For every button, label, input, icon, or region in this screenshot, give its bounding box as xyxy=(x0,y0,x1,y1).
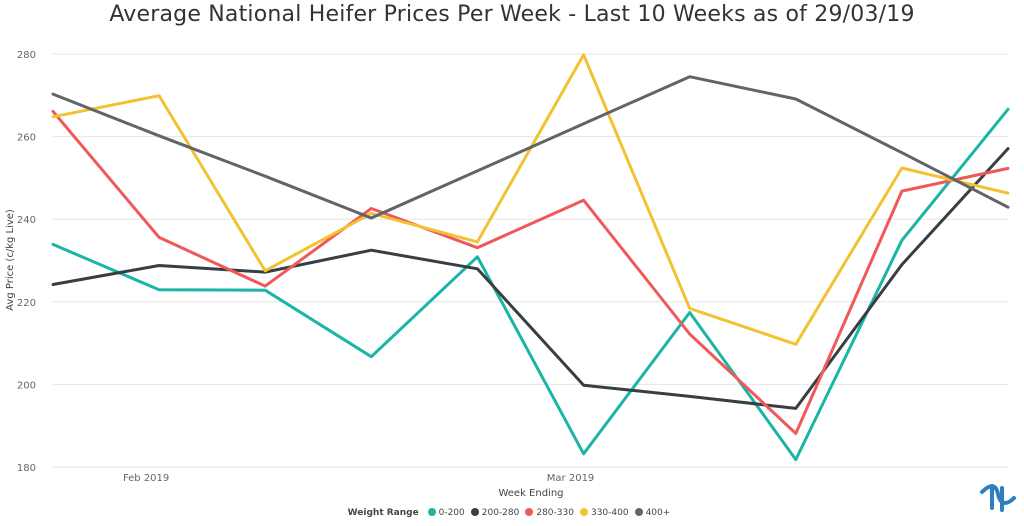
x-axis-label: Week Ending xyxy=(498,488,563,499)
y-tick-label: 180 xyxy=(17,463,36,474)
y-tick-label: 260 xyxy=(17,133,36,144)
series-line-280-330 xyxy=(51,109,1010,435)
legend-marker xyxy=(634,508,643,516)
legend-label: 200-280 xyxy=(481,508,520,518)
y-tick-label: 200 xyxy=(17,380,36,391)
y-tick-label: 240 xyxy=(17,215,36,226)
legend-marker xyxy=(427,508,436,516)
legend-item-200-280[interactable]: 200-280 xyxy=(470,508,520,518)
legend-item-280-330[interactable]: 280-330 xyxy=(525,508,574,518)
x-axis-ticks: Feb 2019 Mar 2019 xyxy=(123,473,594,484)
brand-logo xyxy=(980,484,1016,512)
gridlines xyxy=(53,53,1008,468)
y-tick-label: 220 xyxy=(17,298,36,309)
legend-item-400+[interactable]: 400+ xyxy=(634,508,671,518)
y-axis-label: Avg Price (c/kg Live) xyxy=(5,209,16,311)
legend-item-0-200[interactable]: 0-200 xyxy=(427,508,465,518)
legend-label: 400+ xyxy=(645,508,671,518)
chart-title: Average National Heifer Prices Per Week … xyxy=(109,2,915,27)
legend-item-330-400[interactable]: 330-400 xyxy=(579,508,629,518)
legend: Weight Range 0-200 200-280 280-330 330-400 4… xyxy=(0,508,1024,518)
legend-entries: 0-200 200-280 280-330 330-400 400+ xyxy=(427,508,677,518)
series-line-330-400 xyxy=(51,53,1010,346)
legend-marker xyxy=(579,508,588,516)
x-tick-label: Mar 2019 xyxy=(547,473,595,484)
y-axis-ticks: 180 200 220 240 260 280 xyxy=(17,50,36,474)
legend-label: 0-200 xyxy=(438,508,465,518)
series-line-0-200 xyxy=(51,107,1010,462)
x-tick-label: Feb 2019 xyxy=(123,473,169,484)
series-line-400+ xyxy=(51,75,1010,220)
legend-label: 330-400 xyxy=(590,508,629,518)
legend-label: 280-330 xyxy=(536,508,574,518)
legend-marker xyxy=(470,508,479,516)
y-tick-label: 280 xyxy=(17,50,36,61)
legend-marker xyxy=(525,508,534,516)
series-line-200-280 xyxy=(51,147,1010,410)
legend-title: Weight Range xyxy=(347,508,419,518)
series-lines xyxy=(51,53,1010,462)
